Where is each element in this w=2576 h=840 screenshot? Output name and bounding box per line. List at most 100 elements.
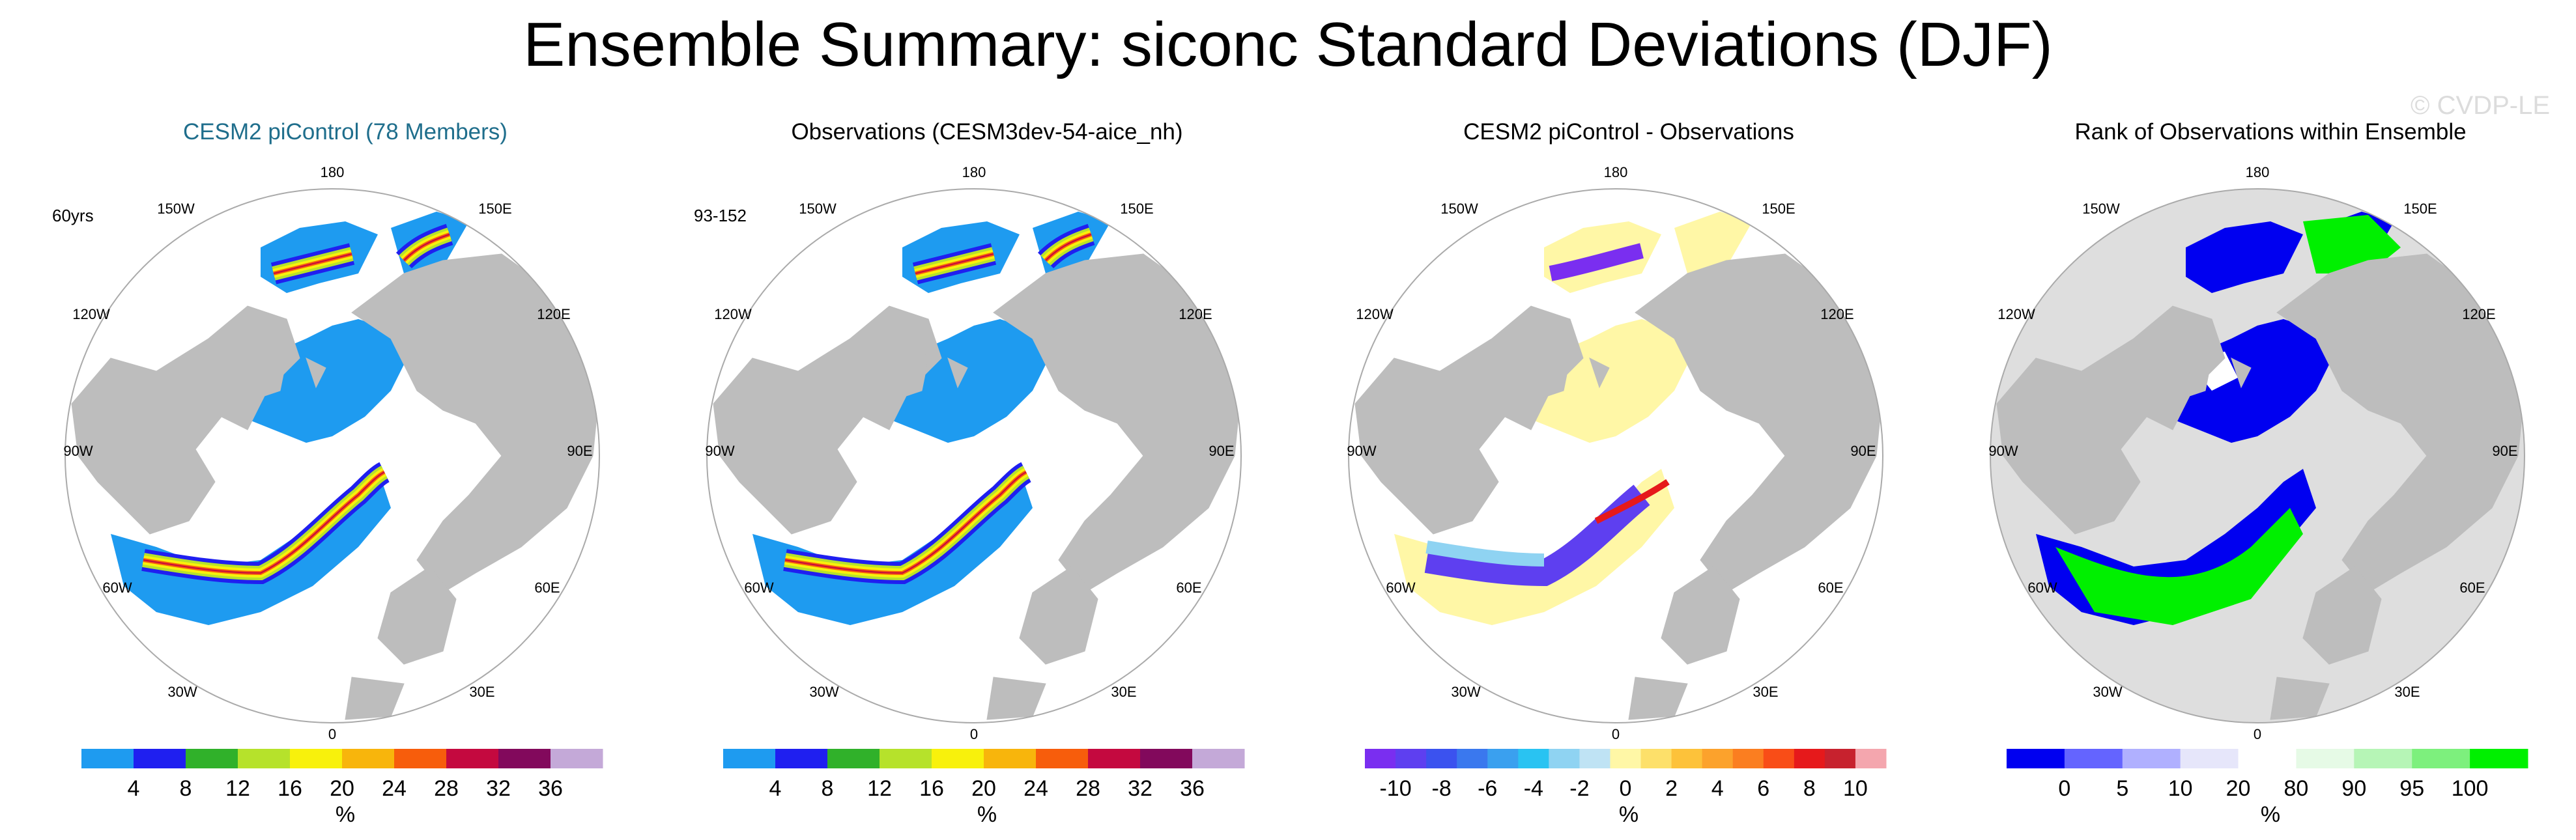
panel-title: CESM2 piControl - Observations bbox=[1463, 119, 1794, 145]
longitude-label: 0 bbox=[1612, 726, 1620, 742]
colorbar-swatch bbox=[2007, 749, 2065, 768]
longitude-label: 120E bbox=[537, 306, 570, 322]
longitude-label: 90W bbox=[1988, 443, 2018, 459]
land-mass bbox=[1661, 566, 1740, 665]
colorbar-swatch bbox=[1855, 749, 1887, 768]
colorbar-tick-label: 95 bbox=[2399, 776, 2424, 801]
land-mass bbox=[306, 357, 326, 389]
colorbar-tick-label: 20 bbox=[2226, 776, 2251, 801]
longitude-label: 30W bbox=[2093, 684, 2122, 700]
colorbar: -10 -8 -6 -4 -2 0 2 4 6 8 10% bbox=[1365, 749, 1887, 827]
colorbar-swatch bbox=[932, 749, 984, 768]
colorbar-tick-label: 20 bbox=[330, 776, 354, 801]
colorbar-tick-label: 0 bbox=[2058, 776, 2070, 801]
longitude-label: 60W bbox=[102, 580, 132, 596]
longitude-label: 150E bbox=[1762, 201, 1795, 217]
colorbar-tick-label: 28 bbox=[1076, 776, 1100, 801]
land-mass bbox=[1354, 305, 1584, 535]
colorbar: 4 8 12 16 20 24 28 32 36% bbox=[723, 749, 1245, 827]
polar-map: 180 150E 120E 90E 60E 30E 0 30W 60W 90W 120W 150W 93… bbox=[694, 164, 1242, 742]
colorbar-tick-label: -10 bbox=[1379, 776, 1411, 801]
sea-ice-region bbox=[1674, 212, 1753, 273]
ice-edge-band bbox=[784, 471, 1027, 574]
ice-edge-band bbox=[143, 471, 385, 574]
colorbar-unit-label: % bbox=[336, 802, 355, 827]
land-mass bbox=[1996, 305, 2225, 535]
land-mass bbox=[351, 253, 599, 593]
colorbar-swatch bbox=[1579, 749, 1610, 768]
land-mass bbox=[993, 253, 1241, 593]
colorbar-swatch bbox=[2296, 749, 2354, 768]
panel-title: CESM2 piControl (78 Members) bbox=[183, 119, 508, 145]
colorbar-swatch bbox=[827, 749, 880, 768]
colorbar-swatch bbox=[2470, 749, 2528, 768]
colorbar-tick-label: 16 bbox=[919, 776, 944, 801]
longitude-label: 60E bbox=[2459, 580, 2485, 596]
longitude-label: 120W bbox=[72, 306, 110, 322]
colorbar-unit-label: % bbox=[2261, 802, 2280, 827]
colorbar-swatch bbox=[1426, 749, 1457, 768]
colorbar-tick-label: 8 bbox=[180, 776, 192, 801]
longitude-label: 120E bbox=[1179, 306, 1212, 322]
longitude-label: 30E bbox=[2394, 684, 2420, 700]
longitude-label: 150E bbox=[478, 201, 511, 217]
page-title: Ensemble Summary: siconc Standard Deviat… bbox=[523, 10, 2053, 79]
colorbar-swatch bbox=[1763, 749, 1795, 768]
colorbar-swatch bbox=[498, 749, 551, 768]
longitude-label: 90E bbox=[1209, 443, 1234, 459]
sea-ice-region bbox=[752, 469, 1033, 625]
colorbar-tick-label: 28 bbox=[434, 776, 459, 801]
colorbar-tick-label: -4 bbox=[1524, 776, 1543, 801]
colorbar-tick-label: 100 bbox=[2452, 776, 2489, 801]
sea-ice-region bbox=[857, 319, 1046, 443]
map-border bbox=[1348, 188, 1883, 723]
colorbar-swatch bbox=[394, 749, 447, 768]
colorbar-swatch bbox=[1671, 749, 1703, 768]
longitude-label: 30W bbox=[167, 684, 197, 700]
colorbar-swatch bbox=[2122, 749, 2181, 768]
polar-map: 180 150E 120E 90E 60E 30E 0 30W 60W 90W 120W 150W bbox=[1988, 164, 2525, 742]
colorbar-tick-label: 8 bbox=[822, 776, 834, 801]
longitude-label: 180 bbox=[962, 164, 986, 180]
colorbar-swatch bbox=[2238, 749, 2297, 768]
land-mass bbox=[2185, 337, 2212, 398]
land-mass bbox=[2302, 566, 2382, 665]
map-border bbox=[1990, 188, 2525, 723]
longitude-label: 90E bbox=[567, 443, 592, 459]
colorbar-swatch bbox=[2412, 749, 2470, 768]
colorbar-swatch bbox=[134, 749, 186, 768]
land-mass bbox=[71, 305, 300, 535]
colorbar-tick-label: 90 bbox=[2341, 776, 2366, 801]
land-mass bbox=[902, 337, 929, 398]
longitude-label: 60E bbox=[1818, 580, 1843, 596]
longitude-label: 90E bbox=[1850, 443, 1876, 459]
colorbar-swatch bbox=[1365, 749, 1396, 768]
panel-title: Observations (CESM3dev-54-aice_nh) bbox=[791, 119, 1183, 145]
sea-ice-region bbox=[215, 319, 404, 443]
longitude-label: 60W bbox=[1386, 580, 1415, 596]
land-mass bbox=[2276, 253, 2525, 593]
polar-map: 180 150E 120E 90E 60E 30E 0 30W 60W 90W 120W 150W bbox=[1347, 164, 1883, 742]
period-label: 93-152 bbox=[694, 206, 747, 225]
negative-difference-band bbox=[1549, 243, 1644, 281]
colorbar-tick-label: 32 bbox=[1128, 776, 1152, 801]
longitude-label: 30W bbox=[1451, 684, 1480, 700]
longitude-label: 0 bbox=[970, 726, 978, 742]
sea-ice-region bbox=[1498, 319, 1687, 443]
colorbar-swatch bbox=[775, 749, 828, 768]
colorbar-swatch bbox=[880, 749, 932, 768]
colorbar-tick-label: -8 bbox=[1432, 776, 1452, 801]
longitude-label: 180 bbox=[1604, 164, 1628, 180]
colorbar-tick-label: 24 bbox=[1023, 776, 1048, 801]
colorbar-swatch bbox=[2064, 749, 2123, 768]
colorbar-swatch bbox=[2180, 749, 2239, 768]
ice-edge-band bbox=[915, 253, 994, 274]
longitude-label: 60E bbox=[534, 580, 560, 596]
longitude-label: 120W bbox=[1356, 306, 1394, 322]
colorbar-tick-label: 5 bbox=[2116, 776, 2128, 801]
longitude-label: 150E bbox=[2403, 201, 2437, 217]
polar-map: 180 150E 120E 90E 60E 30E 0 30W 60W 90W 120W 150W 60… bbox=[52, 164, 600, 742]
positive-difference-band bbox=[1594, 479, 1670, 524]
colorbar-tick-label: 10 bbox=[1843, 776, 1868, 801]
land-mass bbox=[1543, 337, 1571, 398]
